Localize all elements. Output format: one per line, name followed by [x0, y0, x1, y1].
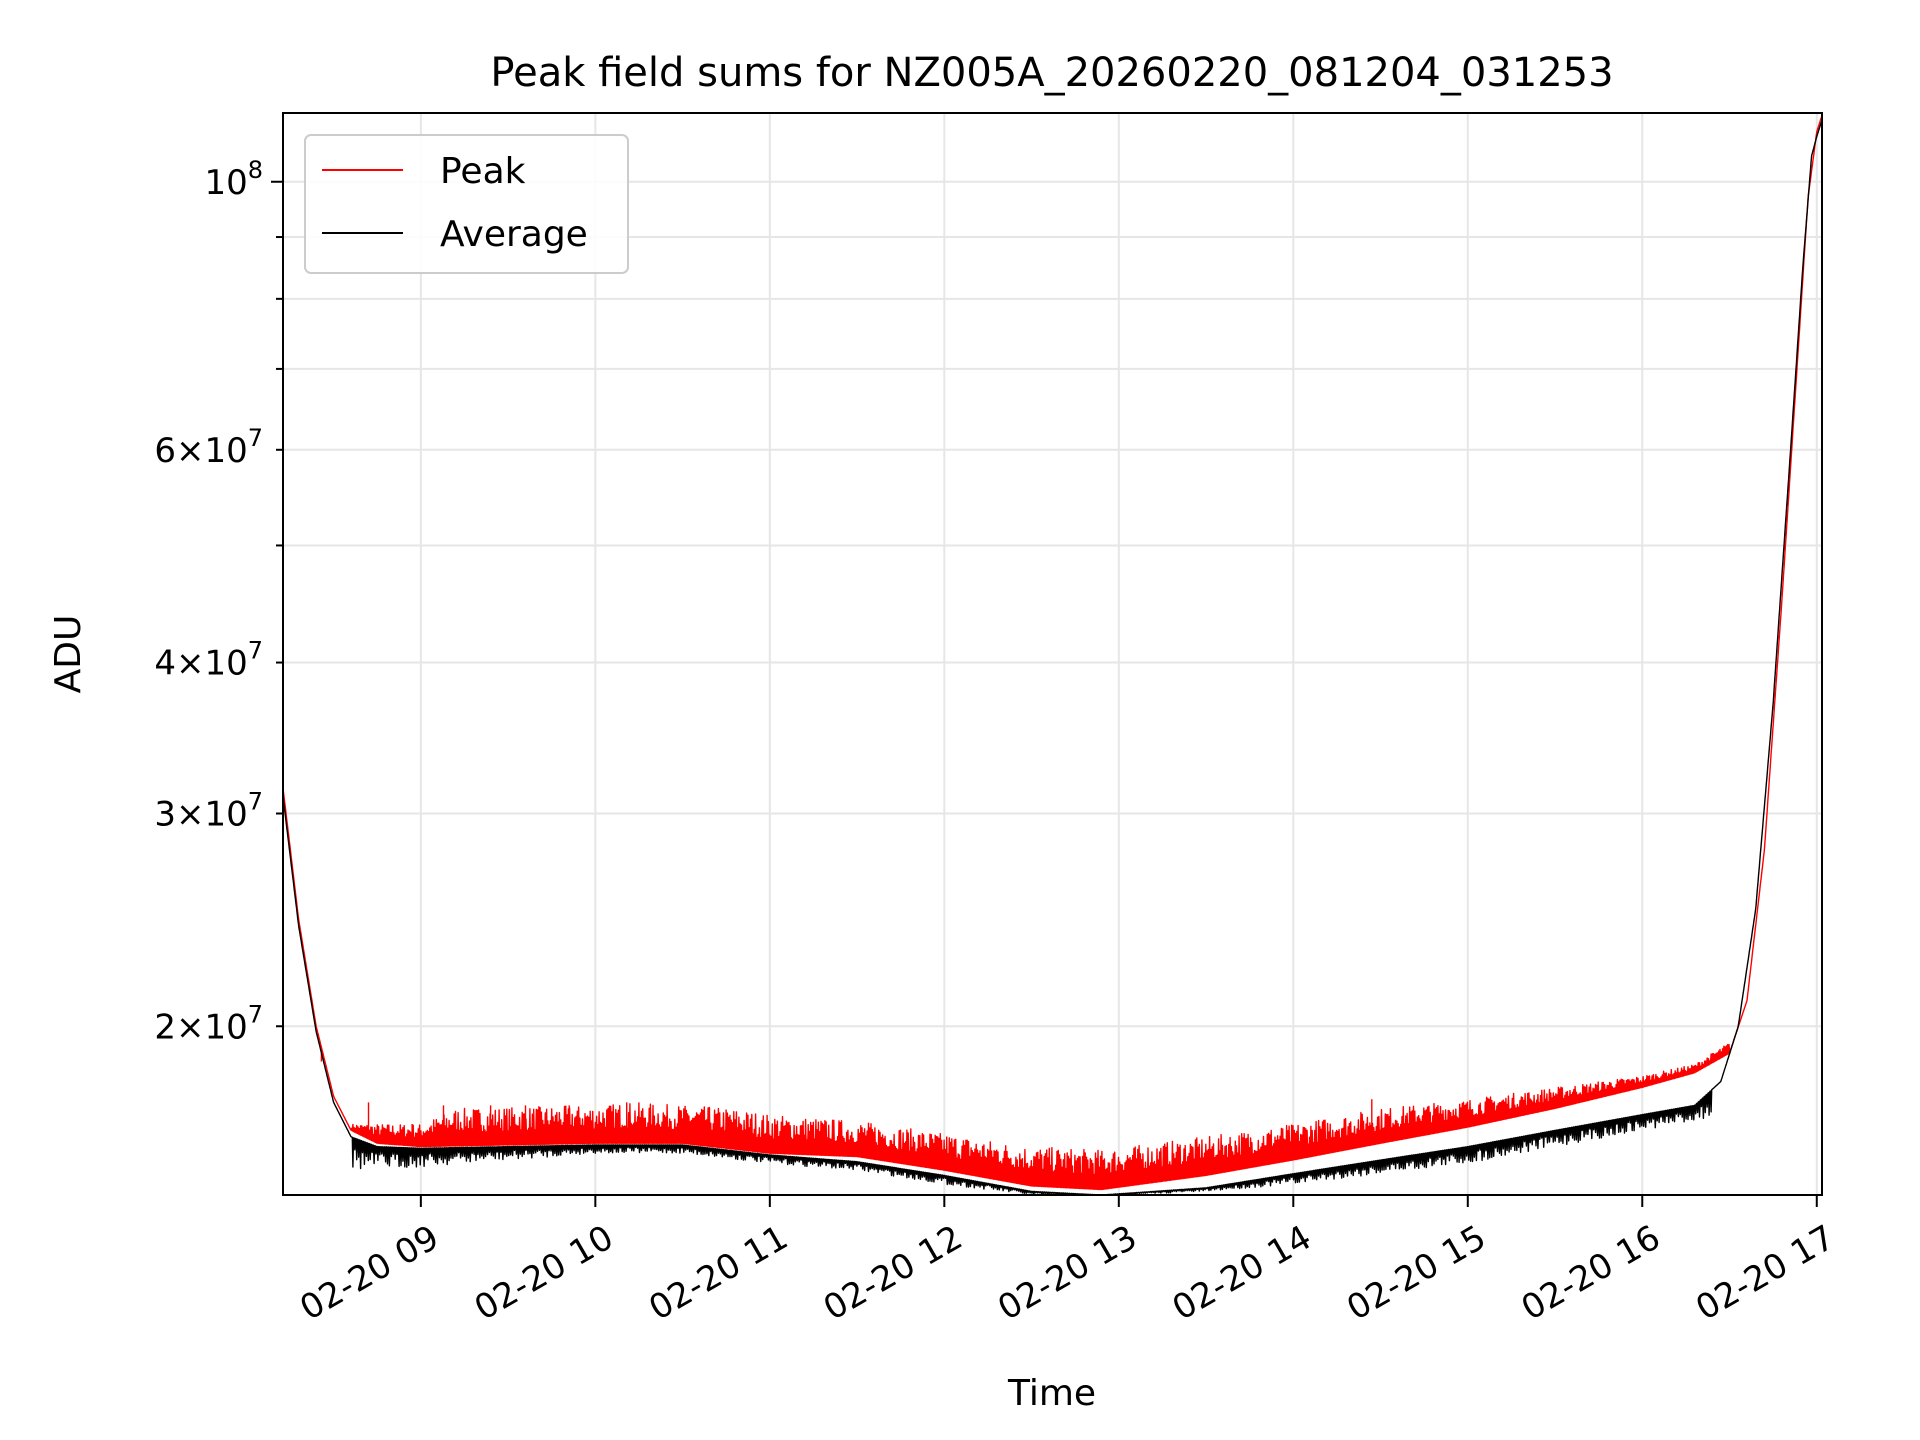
y-tick-label: 3×107 — [154, 788, 263, 835]
y-tick-label: 6×107 — [154, 424, 263, 471]
x-axis-label: Time — [1007, 1373, 1096, 1414]
y-tick-mantissa: 4 — [154, 644, 176, 684]
y-tick-base: 10 — [204, 163, 247, 203]
y-tick-label: 108 — [204, 156, 263, 203]
y-tick-times: ×10 — [176, 795, 248, 835]
legend: Peak Average — [304, 134, 629, 274]
y-tick-label: 2×107 — [154, 1000, 263, 1047]
y-tick-exponent: 7 — [248, 1000, 263, 1028]
y-tick-exponent: 8 — [248, 156, 263, 184]
chart-title: Peak field sums for NZ005A_20260220_0812… — [490, 50, 1613, 96]
y-tick-mantissa: 6 — [154, 431, 176, 471]
y-tick-exponent: 7 — [248, 788, 263, 816]
y-tick-times: ×10 — [176, 644, 248, 684]
series-line-average — [283, 119, 1822, 1195]
y-tick-mantissa: 3 — [154, 795, 176, 835]
y-tick-label: 4×107 — [154, 637, 263, 684]
y-axis-label: ADU — [48, 615, 89, 694]
legend-peak-label: Peak — [440, 151, 526, 192]
y-tick-times: ×10 — [176, 1007, 248, 1047]
y-tick-mantissa: 2 — [154, 1007, 176, 1047]
plot-frame — [282, 112, 1823, 1196]
y-tick-exponent: 7 — [248, 637, 263, 665]
y-tick-times: ×10 — [176, 431, 248, 471]
grid — [283, 113, 1822, 1195]
y-tick-exponent: 7 — [248, 424, 263, 452]
series-layer — [283, 115, 1822, 1195]
legend-average-label: Average — [440, 214, 588, 255]
